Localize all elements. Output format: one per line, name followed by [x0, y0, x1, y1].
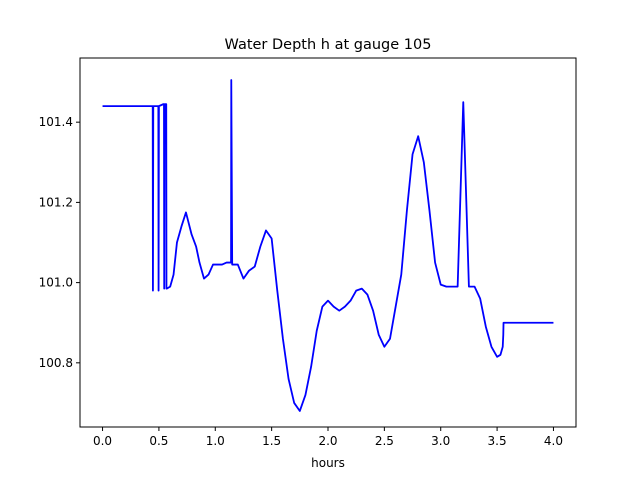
x-axis-label: hours: [311, 456, 345, 470]
plot-area: [102, 79, 554, 412]
chart-title: Water Depth h at gauge 105: [225, 37, 432, 53]
y-axis: 100.8 101.0 101.2 101.4: [39, 115, 80, 370]
x-axis: 0.0 0.5 1.0 1.5 2.0 2.5 3.0 3.5 4.0: [93, 427, 563, 448]
x-tick-label: 2.0: [318, 434, 337, 448]
y-tick-label: 101.4: [39, 115, 73, 129]
x-tick-label: 2.5: [375, 434, 394, 448]
x-tick-label: 4.0: [544, 434, 563, 448]
x-tick-label: 0.5: [149, 434, 168, 448]
x-tick-label: 1.0: [206, 434, 225, 448]
x-tick-label: 1.5: [262, 434, 281, 448]
x-tick-label: 0.0: [93, 434, 112, 448]
x-tick-label: 3.5: [488, 434, 507, 448]
y-tick-label: 101.2: [39, 195, 73, 209]
y-tick-label: 101.0: [39, 276, 73, 290]
y-tick-label: 100.8: [39, 356, 73, 370]
x-tick-label: 3.0: [431, 434, 450, 448]
series-line-0: [102, 79, 554, 412]
